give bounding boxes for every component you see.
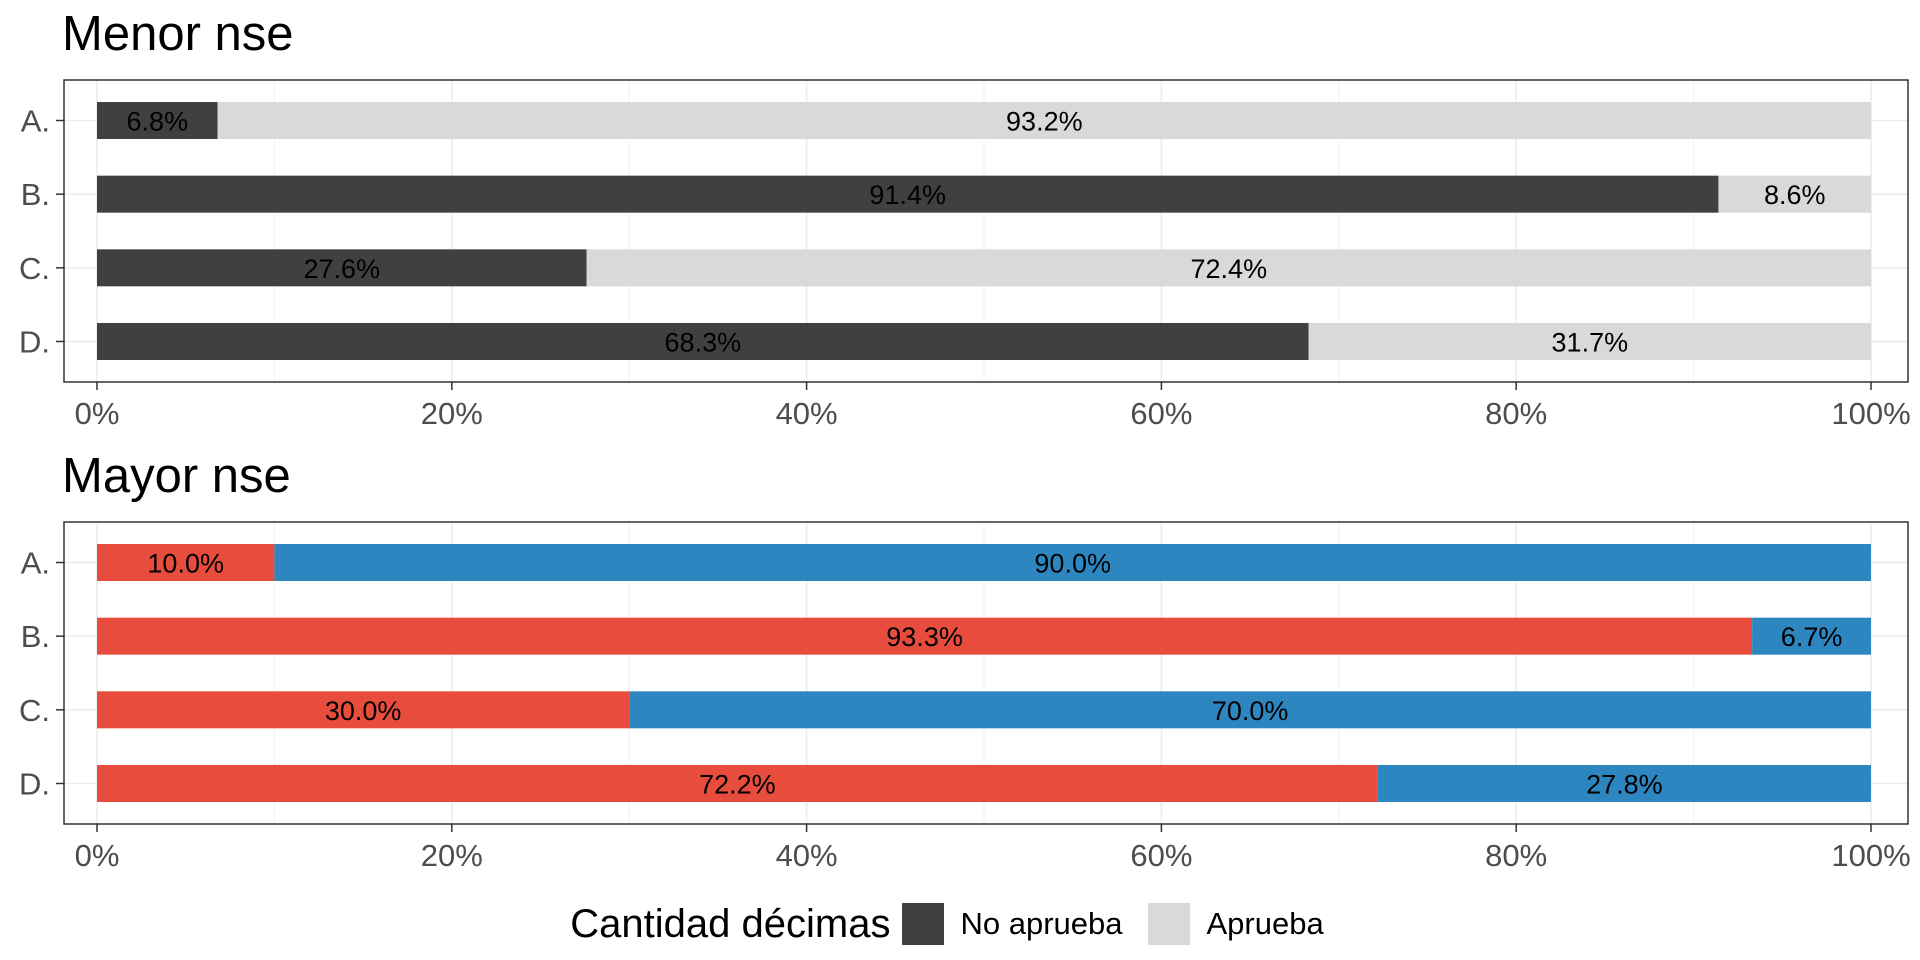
data-label: 27.8%	[1586, 769, 1663, 799]
bar-d-series-1	[97, 322, 1309, 360]
legend: Cantidad décimas No aprueba Aprueba	[0, 894, 1920, 954]
bar-c-series-2	[629, 691, 1872, 729]
x-axis-tick-label: 20%	[421, 838, 483, 873]
bar-c-series-1	[97, 249, 587, 287]
data-label: 6.8%	[127, 107, 189, 137]
bar-b-series-2	[1752, 617, 1871, 655]
bar-b-series-2	[1718, 175, 1871, 213]
y-axis-tick-label: A.	[21, 104, 50, 139]
data-label: 90.0%	[1034, 549, 1111, 579]
x-axis-tick-label: 0%	[75, 396, 120, 431]
data-label: 72.2%	[699, 769, 776, 799]
x-axis-tick-label: 60%	[1130, 838, 1192, 873]
data-label: 70.0%	[1212, 696, 1289, 726]
bar-d-series-2	[1377, 764, 1871, 802]
chart-panel-2: Mayor nse 10.0% 90.0% 93.3% 6.7% 30.0% 70.0% 72…	[19, 449, 1911, 873]
x-axis-tick-label: 100%	[1831, 396, 1910, 431]
y-axis-tick-label: D.	[19, 766, 50, 801]
x-axis-tick-label: 60%	[1130, 396, 1192, 431]
y-axis-tick-label: B.	[21, 619, 50, 654]
data-label: 10.0%	[147, 549, 224, 579]
data-label: 91.4%	[869, 180, 946, 210]
chart-title: Mayor nse	[62, 449, 291, 503]
y-axis-tick-label: A.	[21, 546, 50, 581]
y-axis-tick-label: B.	[21, 177, 50, 212]
plot-border	[63, 79, 1909, 383]
bar-c-series-2	[586, 249, 1871, 287]
bar-d-series-1	[97, 764, 1378, 802]
legend-swatch-no-aprueba	[902, 903, 945, 945]
x-axis-tick-label: 80%	[1485, 396, 1547, 431]
x-axis-tick-label: 20%	[421, 396, 483, 431]
legend-swatch-aprueba	[1148, 903, 1191, 945]
y-axis-tick-label: C.	[19, 251, 50, 286]
data-label: 93.2%	[1006, 107, 1083, 137]
legend-label-aprueba: Aprueba	[1206, 906, 1324, 941]
x-axis-tick-label: 100%	[1831, 838, 1910, 873]
y-axis-tick-label: D.	[19, 324, 50, 359]
bar-a-series-2	[274, 544, 1871, 582]
bar-b-series-1	[97, 175, 1719, 213]
x-axis-tick-label: 80%	[1485, 838, 1547, 873]
legend-label-no-aprueba: No aprueba	[960, 906, 1123, 941]
bar-a-series-1	[97, 102, 218, 140]
data-label: 6.7%	[1781, 622, 1843, 652]
data-label: 93.3%	[886, 622, 963, 652]
data-label: 30.0%	[325, 696, 402, 726]
bar-a-series-1	[97, 544, 275, 582]
y-axis-tick-label: C.	[19, 693, 50, 728]
legend-item-aprueba: Aprueba	[1148, 903, 1324, 945]
data-label: 72.4%	[1191, 254, 1268, 284]
chart-title: Menor nse	[62, 7, 294, 61]
x-axis-tick-label: 40%	[776, 838, 838, 873]
chart-panel-1: Menor nse 6.8% 93.2% 91.4% 8.6% 27.6% 72.4% 68.…	[19, 7, 1911, 431]
bar-a-series-2	[217, 102, 1872, 140]
plot-border	[63, 521, 1909, 825]
legend-item-no-aprueba: No aprueba	[902, 903, 1122, 945]
x-axis-tick-label: 40%	[776, 396, 838, 431]
data-label: 31.7%	[1552, 327, 1629, 357]
x-axis-tick-label: 0%	[75, 838, 120, 873]
data-label: 8.6%	[1764, 180, 1826, 210]
data-label: 68.3%	[665, 327, 742, 357]
bar-c-series-1	[97, 691, 630, 729]
bar-b-series-1	[97, 617, 1753, 655]
data-label: 27.6%	[304, 254, 381, 284]
bar-d-series-2	[1308, 322, 1871, 360]
legend-title: Cantidad décimas	[570, 901, 891, 946]
